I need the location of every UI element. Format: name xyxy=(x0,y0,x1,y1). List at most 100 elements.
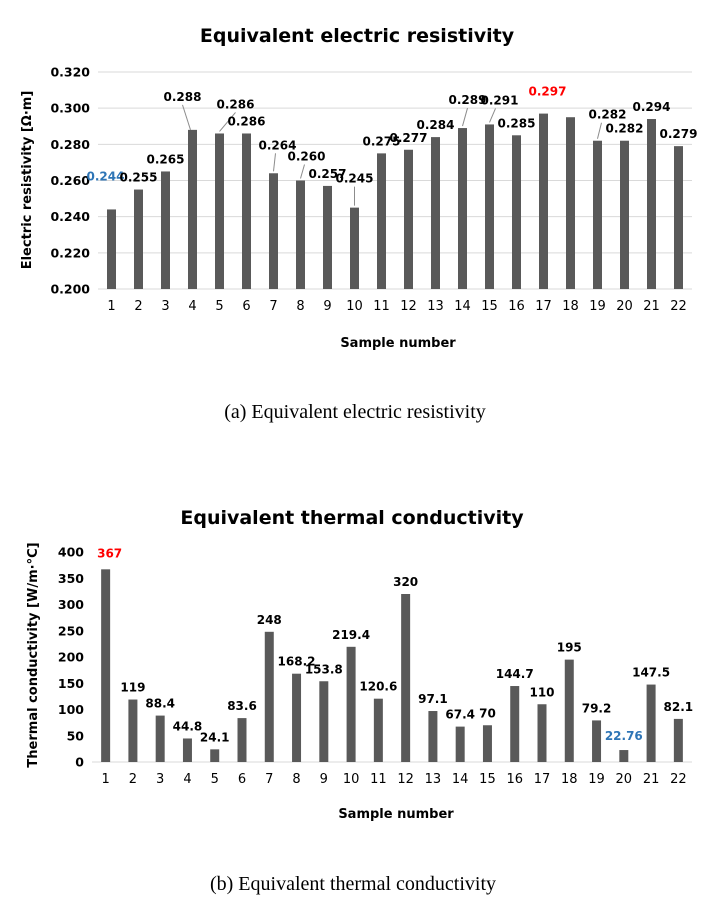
x-tick-label: 21 xyxy=(643,772,660,787)
bar-sample-11 xyxy=(373,698,383,762)
y-tick-label: 0.260 xyxy=(50,173,90,188)
bar-sample-7 xyxy=(264,631,274,762)
y-tick-label: 200 xyxy=(58,650,84,665)
bar-sample-12 xyxy=(404,149,413,289)
data-label-sample-5: 0.286 xyxy=(217,97,255,111)
bar-sample-1 xyxy=(101,569,111,762)
x-tick-label: 12 xyxy=(400,299,417,314)
chart-a-bars xyxy=(107,113,683,290)
data-label-sample-15: 0.291 xyxy=(481,93,519,107)
data-label-sample-7: 0.264 xyxy=(259,138,297,152)
data-label-sample-14: 67.4 xyxy=(445,708,475,722)
x-tick-label: 14 xyxy=(452,772,469,787)
y-tick-label: 0.200 xyxy=(50,282,90,297)
x-tick-label: 20 xyxy=(616,299,633,314)
bar-sample-9 xyxy=(319,681,329,762)
bar-sample-16 xyxy=(512,135,521,289)
x-tick-label: 2 xyxy=(129,772,137,787)
data-label-sample-16: 144.7 xyxy=(496,667,534,681)
x-tick-label: 1 xyxy=(101,772,109,787)
data-label-sample-5: 24.1 xyxy=(200,730,230,744)
x-tick-label: 4 xyxy=(188,299,196,314)
chart-a-y-ticks: 0.200 0.220 0.240 0.260 0.280 0.300 0.320 xyxy=(50,65,90,297)
leader-line xyxy=(489,108,496,123)
data-label-sample-12: 0.277 xyxy=(390,131,428,145)
bar-sample-18 xyxy=(564,659,574,762)
x-tick-label: 9 xyxy=(320,772,328,787)
data-label-sample-19: 0.282 xyxy=(589,108,627,122)
x-tick-label: 21 xyxy=(643,299,660,314)
data-label-sample-11: 0.275 xyxy=(363,134,401,148)
chart-a-x-ticks: 1 2 3 4 5 6 7 8 9 10 11 12 13 14 15 16 17 18 19 20 21 22 xyxy=(107,299,686,314)
y-tick-label: 350 xyxy=(58,571,84,586)
x-tick-label: 18 xyxy=(561,772,578,787)
bar-sample-10 xyxy=(346,646,356,762)
x-tick-label: 17 xyxy=(535,299,552,314)
x-tick-label: 16 xyxy=(506,772,523,787)
data-label-sample-16: 0.285 xyxy=(498,116,536,130)
bar-sample-22 xyxy=(673,718,683,762)
x-tick-label: 17 xyxy=(534,772,551,787)
data-label-sample-2: 119 xyxy=(120,681,145,695)
chart-a-leader-lines xyxy=(182,104,602,206)
leader-line xyxy=(462,107,468,127)
y-tick-label: 0.300 xyxy=(50,101,90,116)
x-tick-label: 14 xyxy=(454,299,471,314)
bar-sample-12 xyxy=(401,594,411,762)
data-label-sample-22: 0.279 xyxy=(660,127,698,141)
leader-line xyxy=(182,104,191,131)
y-tick-label: 150 xyxy=(58,676,84,691)
data-label-sample-6: 0.286 xyxy=(228,114,266,128)
x-tick-label: 7 xyxy=(269,299,277,314)
bar-sample-17 xyxy=(537,704,547,762)
y-tick-label: 0 xyxy=(75,755,84,770)
data-label-sample-21: 0.294 xyxy=(633,100,671,114)
bar-sample-2 xyxy=(128,699,138,762)
bar-sample-21 xyxy=(646,684,656,762)
bar-sample-22 xyxy=(674,146,683,289)
x-tick-label: 1 xyxy=(107,299,115,314)
data-label-sample-9: 153.8 xyxy=(305,662,343,676)
y-tick-label: 300 xyxy=(58,597,84,612)
bar-sample-2 xyxy=(134,189,143,289)
data-label-sample-20: 0.282 xyxy=(606,122,644,136)
y-tick-label: 0.240 xyxy=(50,209,90,224)
data-label-sample-12: 320 xyxy=(393,575,418,589)
x-tick-label: 16 xyxy=(508,299,525,314)
data-label-sample-1: 367 xyxy=(97,546,122,560)
bar-sample-1 xyxy=(107,209,116,289)
bar-sample-3 xyxy=(161,171,170,289)
data-label-sample-19: 79.2 xyxy=(582,701,612,715)
data-label-sample-3: 0.265 xyxy=(147,152,185,166)
bar-sample-5 xyxy=(210,749,220,762)
data-label-sample-8: 168.2 xyxy=(278,655,316,669)
chart-thermal-conductivity: Equivalent thermal conductivity 05010015… xyxy=(26,507,693,895)
bar-sample-4 xyxy=(182,738,192,762)
chart-b-caption: (b) Equivalent thermal conductivity xyxy=(210,873,496,895)
x-tick-label: 10 xyxy=(343,772,360,787)
bar-sample-21 xyxy=(647,119,656,290)
data-label-sample-9: 0.257 xyxy=(309,167,347,181)
x-tick-label: 13 xyxy=(427,299,444,314)
leader-line xyxy=(273,153,276,172)
bar-sample-8 xyxy=(296,180,305,289)
data-label-sample-17: 0.297 xyxy=(529,85,567,99)
bar-sample-4 xyxy=(188,129,197,289)
chart-a-caption: (a) Equivalent electric resistivity xyxy=(224,401,486,423)
y-tick-label: 100 xyxy=(58,702,84,717)
data-label-sample-21: 147.5 xyxy=(632,666,670,680)
bar-sample-15 xyxy=(482,725,492,762)
x-tick-label: 9 xyxy=(323,299,331,314)
chart-b-y-ticks: 0 50 100 150 200 250 300 350 400 xyxy=(58,545,84,770)
bar-sample-9 xyxy=(323,185,332,289)
leader-line xyxy=(300,164,305,179)
data-label-sample-14: 0.289 xyxy=(449,93,487,107)
data-label-sample-13: 0.284 xyxy=(417,118,455,132)
data-label-sample-10: 0.245 xyxy=(336,172,374,186)
x-tick-label: 18 xyxy=(562,299,579,314)
bar-sample-8 xyxy=(292,673,302,762)
data-label-sample-22: 82.1 xyxy=(664,700,694,714)
data-label-sample-10: 219.4 xyxy=(332,628,370,642)
chart-a-gridlines xyxy=(98,71,692,290)
